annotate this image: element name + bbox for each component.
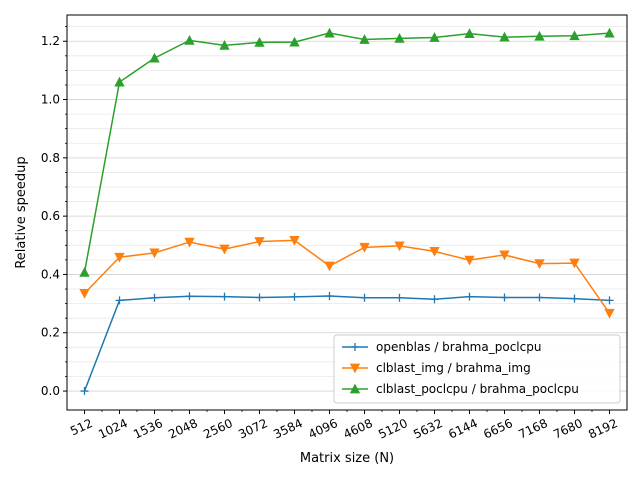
y-tick-label: 1.0 (41, 93, 60, 107)
data-point (80, 387, 89, 396)
data-point (184, 237, 195, 248)
data-point (604, 308, 615, 319)
data-point (219, 39, 230, 50)
legend-marker (351, 343, 359, 351)
data-point (289, 36, 300, 47)
data-point (570, 294, 579, 303)
data-point (325, 292, 334, 301)
y-tick-label: 0.0 (41, 384, 60, 398)
series-2 (79, 27, 615, 277)
legend-entry: openblas / brahma_poclcpu (376, 340, 541, 354)
legend-marker (349, 363, 361, 374)
series-line (83, 239, 611, 314)
grid-lines (67, 26, 627, 392)
y-axis-label: Relative speedup (14, 156, 29, 268)
data-point (534, 30, 545, 41)
data-point (394, 241, 405, 252)
legend: openblas / brahma_poclcpu clblast_img / b… (333, 334, 621, 404)
series-line (83, 295, 610, 392)
series-1 (79, 235, 615, 319)
data-point (430, 295, 439, 304)
data-point (535, 293, 544, 302)
data-point (324, 261, 335, 272)
data-point (500, 293, 509, 302)
data-point (499, 250, 510, 261)
y-tick-label: 1.2 (41, 34, 60, 48)
data-point (115, 296, 124, 305)
data-point (290, 292, 299, 301)
data-point (569, 258, 580, 269)
y-tick-label: 0.2 (41, 326, 60, 340)
data-point (360, 293, 369, 302)
x-tick-label: 5632 (411, 416, 445, 442)
data-point (465, 292, 474, 301)
x-tick-label: 7680 (551, 416, 585, 442)
y-tick-label: 0.4 (41, 267, 60, 281)
data-point (394, 32, 405, 43)
data-point (255, 293, 264, 302)
x-tick-label: 4096 (306, 416, 340, 442)
data-point (499, 31, 510, 42)
data-point (429, 247, 440, 257)
data-point (569, 30, 580, 41)
data-point (114, 252, 125, 263)
x-tick-label: 4608 (341, 416, 375, 442)
data-point (359, 242, 370, 253)
data-point (79, 288, 90, 299)
data-point (79, 267, 90, 277)
y-tick-label: 0.6 (41, 209, 60, 223)
data-point (185, 292, 194, 301)
x-tick-label: 3584 (271, 416, 305, 442)
x-tick-label: 3072 (236, 416, 270, 442)
x-tick-label: 6144 (446, 416, 480, 442)
x-tick-label: 2560 (201, 416, 235, 442)
data-point (605, 296, 614, 305)
data-point (604, 27, 615, 38)
data-point (395, 293, 404, 302)
data-point (219, 244, 230, 255)
data-point (150, 293, 159, 302)
legend-marker (349, 383, 361, 394)
x-tick-label: 1536 (131, 416, 165, 442)
x-tick-label: 7168 (516, 416, 550, 442)
data-point (464, 255, 475, 266)
data-point (149, 52, 160, 63)
legend-entry: clblast_img / brahma_img (376, 361, 531, 375)
x-tick-label: 8192 (586, 416, 620, 442)
x-tick-label: 1024 (96, 416, 130, 442)
data-point (114, 76, 125, 87)
data-point (220, 292, 229, 301)
series-0 (80, 292, 614, 396)
data-point (324, 27, 335, 38)
data-series (79, 27, 615, 396)
series-line (83, 32, 610, 273)
data-point (254, 37, 265, 47)
x-axis-label: Matrix size (N) (300, 451, 394, 466)
data-point (359, 34, 370, 44)
data-point (534, 259, 545, 270)
data-point (289, 235, 300, 246)
data-point (184, 35, 195, 45)
legend-entry: clblast_poclcpu / brahma_poclcpu (376, 382, 579, 396)
data-point (464, 28, 475, 39)
data-point (254, 237, 265, 247)
legend-box (333, 334, 621, 404)
x-tick-label: 5120 (376, 416, 410, 442)
x-tick-label: 512 (68, 416, 95, 438)
y-tick-label: 0.8 (41, 151, 60, 165)
data-point (429, 32, 440, 42)
x-tick-label: 2048 (166, 416, 200, 442)
data-point (149, 248, 160, 259)
x-tick-label: 6656 (481, 416, 515, 442)
